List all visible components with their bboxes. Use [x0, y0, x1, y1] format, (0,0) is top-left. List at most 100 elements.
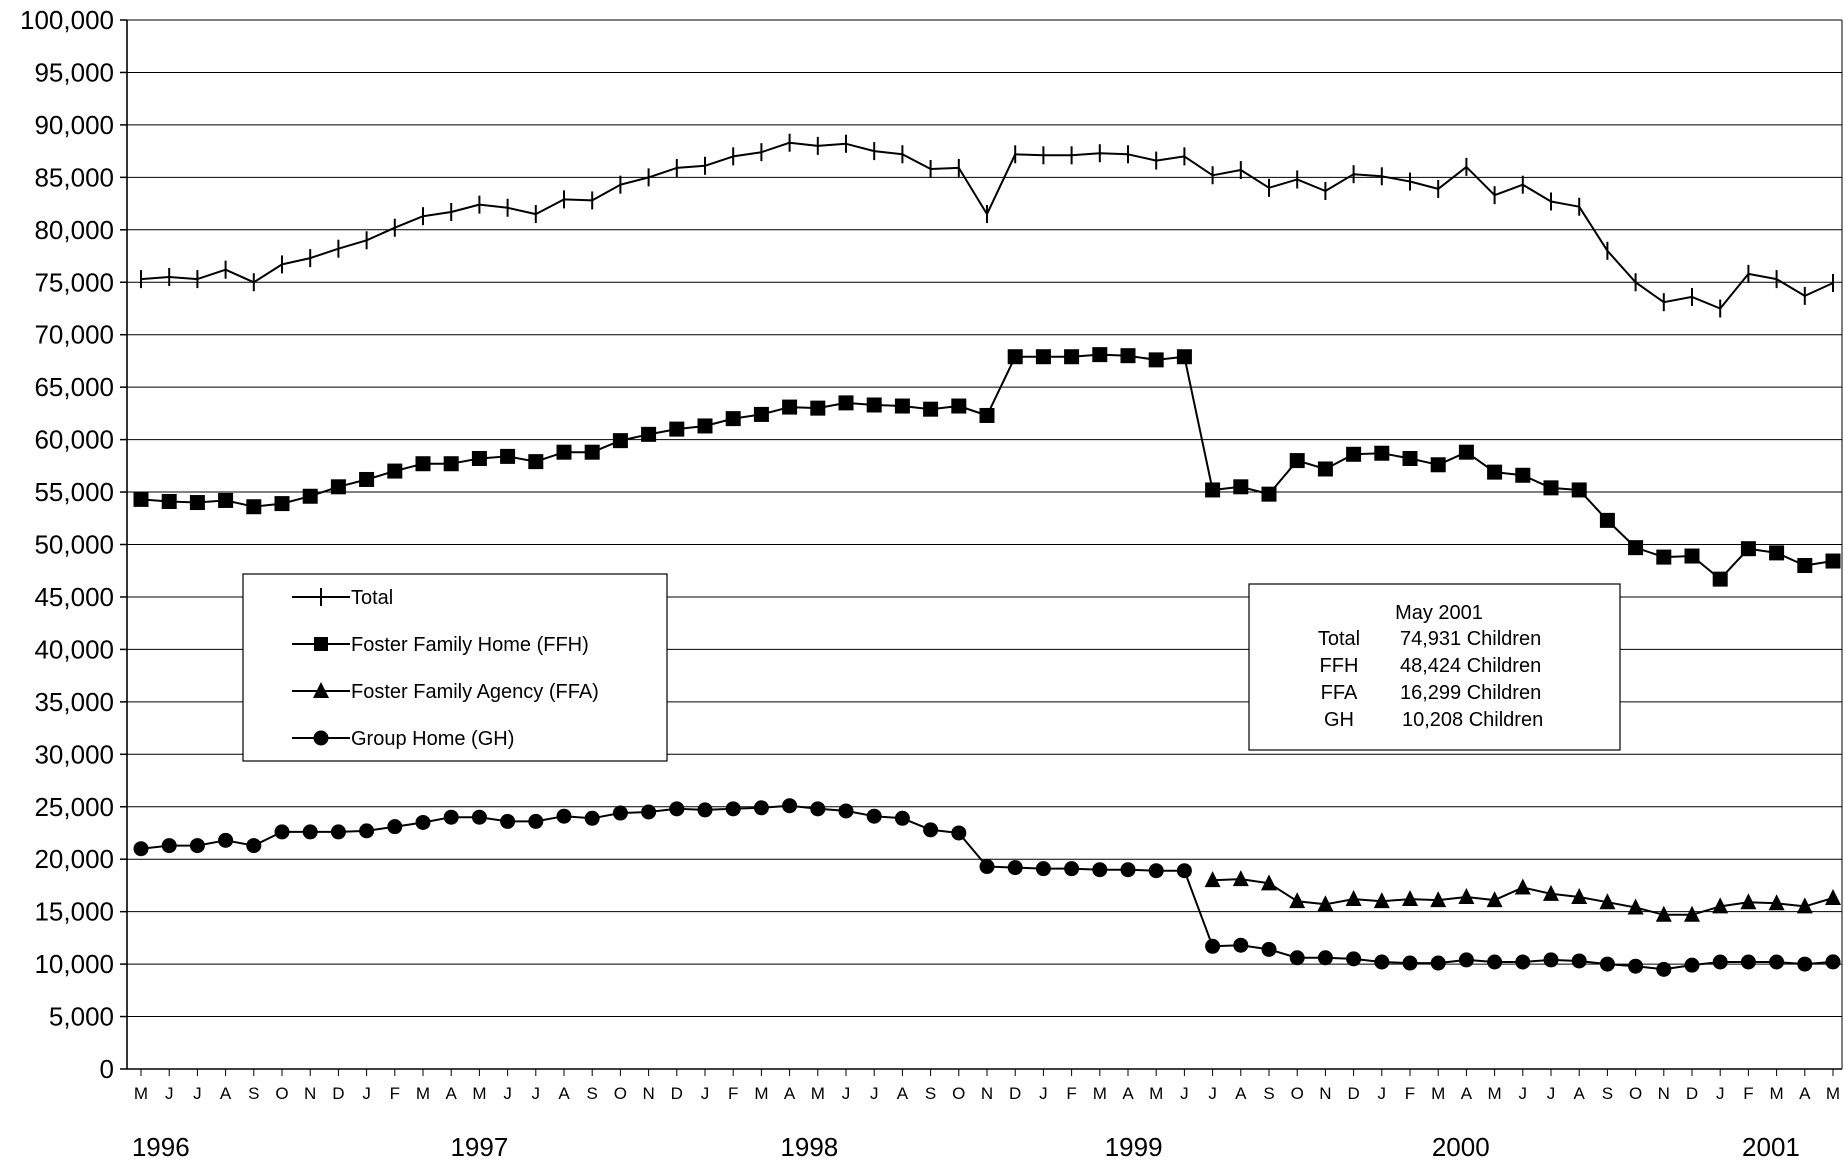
year-label: 2000 — [1432, 1132, 1490, 1162]
triangle-point — [1571, 887, 1588, 904]
x-tick-label: O — [614, 1084, 627, 1103]
y-tick-label: 50,000 — [34, 530, 114, 560]
y-tick-label: 45,000 — [34, 582, 114, 612]
y-tick-label: 25,000 — [34, 792, 114, 822]
y-tick-label: 100,000 — [20, 5, 114, 35]
y-tick-label: 95,000 — [34, 57, 114, 87]
circle-point — [1599, 956, 1615, 972]
square-point — [1825, 553, 1841, 569]
circle-point — [471, 809, 487, 825]
square-point — [161, 493, 177, 509]
legend-entry-ffh: Foster Family Home (FFH) — [292, 634, 589, 656]
x-tick-label: N — [304, 1084, 316, 1103]
circle-point — [528, 813, 544, 829]
circle-point — [330, 824, 346, 840]
x-tick-label: M — [1770, 1084, 1784, 1103]
y-tick-label: 85,000 — [34, 162, 114, 192]
circle-point — [1797, 956, 1813, 972]
triangle-point — [1289, 892, 1306, 909]
circle-point — [697, 802, 713, 818]
square-point — [923, 401, 939, 417]
circle-point — [1261, 941, 1277, 957]
square-point — [1487, 464, 1503, 480]
square-point — [1092, 347, 1108, 363]
year-label: 1999 — [1105, 1132, 1163, 1162]
annotation-label-gh: GH — [1324, 709, 1354, 731]
x-tick-label: F — [728, 1084, 738, 1103]
y-tick-label: 75,000 — [34, 267, 114, 297]
y-tick-label: 5,000 — [49, 1002, 114, 1032]
circle-point — [1092, 862, 1108, 878]
circle-point — [1430, 955, 1446, 971]
circle-point — [556, 808, 572, 824]
triangle-point — [1825, 889, 1841, 906]
triangle-point — [1796, 897, 1813, 914]
square-point — [951, 398, 967, 414]
year-label: 1996 — [132, 1132, 190, 1162]
x-tick-label: S — [248, 1084, 259, 1103]
circle-point — [979, 859, 995, 875]
square-point — [1346, 446, 1362, 462]
circle-point — [838, 803, 854, 819]
square-point — [500, 448, 516, 464]
triangle-point — [1712, 897, 1729, 914]
x-tick-label: M — [1149, 1084, 1163, 1103]
x-tick-label: O — [1291, 1084, 1304, 1103]
circle-point — [1317, 950, 1333, 966]
annotation-label-total: Total — [1318, 628, 1360, 650]
square-point — [1205, 482, 1221, 498]
square-marker-icon — [314, 637, 328, 651]
x-tick-label: M — [754, 1084, 768, 1103]
y-tick-label: 65,000 — [34, 372, 114, 402]
square-point — [1543, 480, 1559, 496]
x-tick-label: J — [701, 1084, 710, 1103]
axes — [120, 19, 1843, 1076]
series-1 — [133, 347, 1841, 587]
square-point — [894, 398, 910, 414]
x-tick-label: D — [1686, 1084, 1698, 1103]
series-0 — [140, 133, 1834, 318]
x-tick-label: A — [1461, 1084, 1473, 1103]
circle-point — [1346, 951, 1362, 967]
circle-point — [1289, 950, 1305, 966]
square-point — [1176, 349, 1192, 365]
x-tick-label: A — [1122, 1084, 1134, 1103]
x-tick-label: A — [1235, 1084, 1247, 1103]
y-tick-label: 20,000 — [34, 844, 114, 874]
legend-label-ffh: Foster Family Home (FFH) — [351, 634, 589, 656]
circle-point — [1487, 954, 1503, 970]
circle-point — [415, 814, 431, 830]
square-point — [133, 491, 149, 507]
triangle-point — [1768, 894, 1785, 911]
triangle-marker-icon — [313, 682, 329, 698]
y-tick-label: 30,000 — [34, 739, 114, 769]
triangle-point — [1232, 870, 1249, 887]
circle-point — [133, 841, 149, 857]
square-point — [782, 399, 798, 415]
circle-point — [584, 810, 600, 826]
square-point — [1402, 450, 1418, 466]
x-tick-label: A — [784, 1084, 796, 1103]
square-point — [979, 407, 995, 423]
square-point — [641, 426, 657, 442]
circle-point — [1007, 860, 1023, 876]
series-2 — [1204, 870, 1841, 922]
summary-annotation-box: May 2001 Total 74,931 Children FFH 48,42… — [1248, 583, 1621, 751]
triangle-point — [1740, 893, 1757, 910]
circle-point — [1656, 961, 1672, 977]
y-tick-label: 0 — [100, 1054, 114, 1084]
y-tick-label: 15,000 — [34, 897, 114, 927]
triangle-point — [1204, 871, 1221, 888]
x-tick-label: A — [558, 1084, 570, 1103]
triangle-point — [1543, 884, 1559, 901]
square-point — [274, 496, 290, 512]
square-point — [1458, 444, 1474, 460]
x-tick-label: J — [532, 1084, 541, 1103]
year-label: 1997 — [450, 1132, 508, 1162]
x-tick-label: M — [472, 1084, 486, 1103]
square-point — [1064, 349, 1080, 365]
x-tick-label: N — [1658, 1084, 1670, 1103]
annotation-label-ffh: FFH — [1320, 655, 1359, 677]
square-point — [1712, 571, 1728, 587]
x-tick-label: M — [1431, 1084, 1445, 1103]
